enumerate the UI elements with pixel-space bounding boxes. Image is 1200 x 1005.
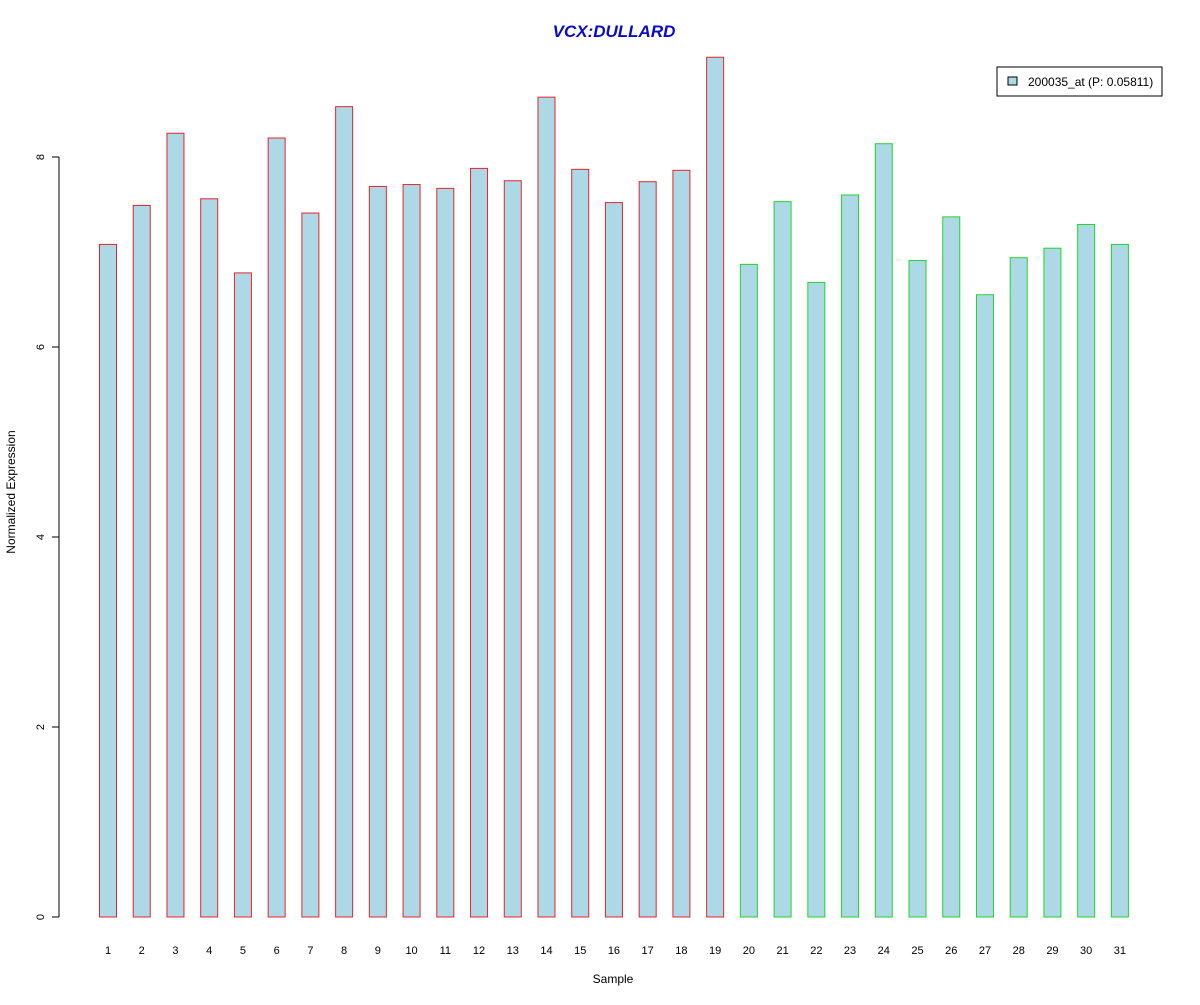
x-tick-label: 18 (675, 945, 687, 957)
x-tick-label: 16 (608, 945, 620, 957)
x-tick-label: 11 (440, 945, 451, 957)
x-tick-label: 4 (206, 945, 212, 957)
x-tick-label: 24 (878, 945, 890, 957)
y-axis: 0 2 4 6 8 (35, 154, 60, 920)
x-tick-label: 7 (307, 945, 313, 957)
bar (233, 272, 252, 918)
chart-title: VCX:DULLARD (553, 22, 676, 41)
bars-group (99, 56, 1129, 918)
bar (267, 137, 286, 918)
bar (807, 281, 826, 918)
bar (739, 263, 758, 918)
x-tick-label: 10 (405, 945, 417, 957)
bar (200, 198, 219, 918)
bar (975, 294, 994, 918)
bar (672, 169, 691, 918)
legend-label: 200035_at (P: 0.05811) (1028, 75, 1153, 89)
y-tick-label: 8 (35, 154, 47, 160)
y-tick-label: 4 (35, 534, 47, 540)
y-tick-label: 6 (35, 344, 47, 350)
x-tick-label: 27 (979, 945, 991, 957)
x-tick-label: 30 (1080, 945, 1092, 957)
bar (166, 132, 185, 918)
x-tick-label: 21 (776, 945, 788, 957)
x-axis-label: Sample (593, 972, 634, 986)
x-tick-label: 3 (172, 945, 178, 957)
x-tick-label: 20 (743, 945, 755, 957)
bar (368, 185, 387, 918)
bar (706, 56, 725, 918)
x-tick-label: 29 (1046, 945, 1058, 957)
bar (335, 106, 354, 918)
bar (571, 168, 590, 918)
bar (132, 204, 151, 918)
x-tick-labels: 1 2 3 4 5 6 7 8 9 10 11 12 13 14 15 16 17 18 19 20 21 22 23 24 2… (105, 945, 1126, 957)
bar (773, 201, 792, 918)
bar (874, 143, 893, 918)
bar (99, 243, 117, 918)
bar (908, 260, 927, 918)
legend-swatch (1007, 76, 1018, 86)
bar (1043, 247, 1062, 918)
bar (638, 181, 657, 918)
legend-box (996, 66, 1163, 97)
x-tick-label: 15 (574, 945, 586, 957)
x-tick-label: 19 (709, 945, 721, 957)
bar (537, 96, 556, 918)
y-tick-label: 0 (35, 914, 47, 920)
bar (402, 184, 421, 918)
x-tick-label: 6 (274, 945, 280, 957)
x-tick-label: 31 (1114, 945, 1126, 957)
x-tick-label: 28 (1013, 945, 1025, 957)
bar (1077, 223, 1096, 918)
bar (503, 180, 522, 918)
bar (436, 187, 455, 918)
x-tick-label: 5 (240, 945, 246, 957)
x-tick-label: 1 (105, 945, 111, 957)
x-tick-label: 8 (341, 945, 347, 957)
bar (301, 212, 320, 918)
y-axis-label: Normalized Expression (4, 430, 18, 553)
x-tick-label: 17 (642, 945, 654, 957)
bar (1110, 243, 1129, 918)
x-tick-label: 2 (139, 945, 145, 957)
x-tick-label: 9 (375, 945, 381, 957)
bar (942, 216, 961, 918)
bar (841, 194, 860, 918)
x-tick-label: 22 (810, 945, 822, 957)
x-tick-label: 14 (540, 945, 552, 957)
bar (604, 202, 623, 918)
legend: 200035_at (P: 0.05811) (996, 66, 1163, 97)
bar (1009, 257, 1028, 918)
x-tick-label: 26 (945, 945, 957, 957)
x-tick-label: 13 (507, 945, 519, 957)
y-tick-label: 2 (35, 724, 47, 730)
bar (470, 167, 489, 918)
x-tick-label: 12 (473, 945, 485, 957)
x-tick-label: 25 (911, 945, 923, 957)
x-tick-label: 23 (844, 945, 856, 957)
